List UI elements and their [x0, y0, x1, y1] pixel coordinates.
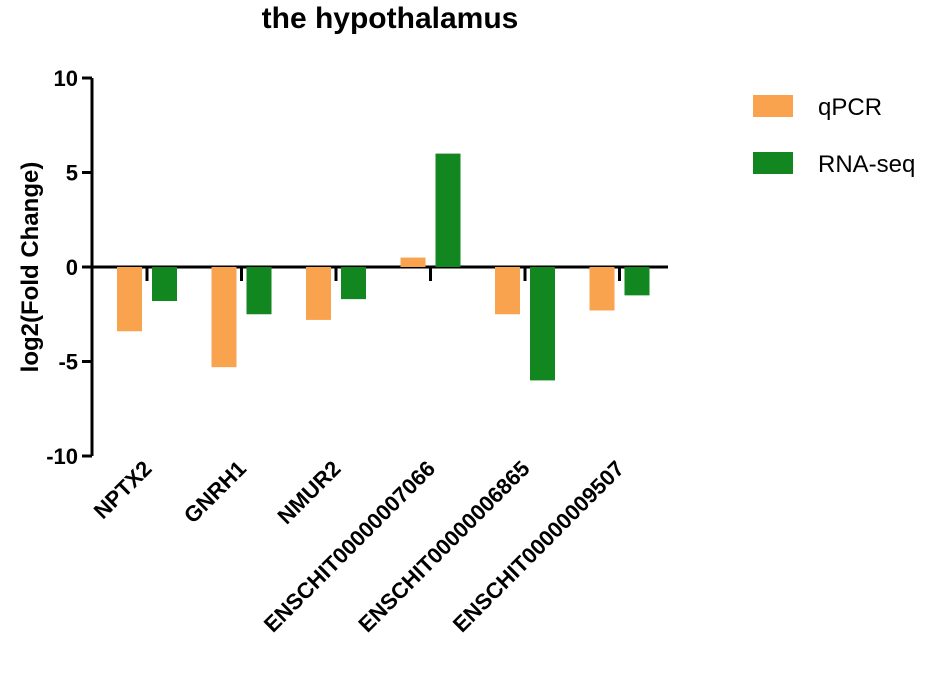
bar-qpcr-enschit00000009507 [589, 267, 615, 311]
y-tick-label: -5 [58, 350, 78, 375]
x-tick-label: ENSCHIT00000009507 [448, 456, 629, 637]
y-axis-label: log2(Fold Change) [17, 162, 44, 373]
bar-rna-seq-gnrh1 [246, 267, 272, 315]
bar-qpcr-nptx2 [117, 267, 142, 332]
bars [117, 153, 650, 381]
y-tick-label: 10 [54, 66, 78, 91]
bar-qpcr-gnrh1 [211, 267, 237, 368]
legend-swatch [753, 152, 793, 174]
x-tick-label: ENSCHIT00000007066 [259, 456, 440, 637]
bar-rna-seq-enschit00000009507 [624, 267, 650, 296]
y-tick-label: 0 [66, 255, 78, 280]
legend-label: RNA-seq [818, 151, 915, 178]
bar-rna-seq-nptx2 [152, 267, 177, 302]
bar-rna-seq-nmur2 [341, 267, 366, 300]
x-tick-labels: NPTX2 GNRH1 NMUR2ENSCHIT00000007066ENSCHIT… [89, 456, 629, 637]
y-tick-label: 5 [66, 161, 78, 186]
axes: 10 5 0 -5 -10 [46, 66, 668, 469]
bar-qpcr-nmur2 [306, 267, 331, 320]
bar-qpcr-enschit00000007066 [400, 257, 426, 267]
chart-title: the hypothalamus [262, 2, 519, 35]
x-tick-label: NPTX2 [89, 456, 157, 524]
bar-rna-seq-enschit00000007066 [435, 153, 461, 267]
legend-swatch [753, 95, 793, 117]
bar-rna-seq-enschit00000006865 [530, 267, 555, 381]
x-tick-label: ENSCHIT00000006865 [353, 456, 534, 637]
y-tick-label: -10 [46, 444, 78, 469]
legend: qPCR RNA-seq [753, 94, 915, 178]
x-tick-label: GNRH1 [179, 456, 251, 528]
bar-qpcr-enschit00000006865 [495, 267, 520, 315]
legend-label: qPCR [818, 94, 882, 121]
x-tick-label: NMUR2 [273, 456, 346, 529]
